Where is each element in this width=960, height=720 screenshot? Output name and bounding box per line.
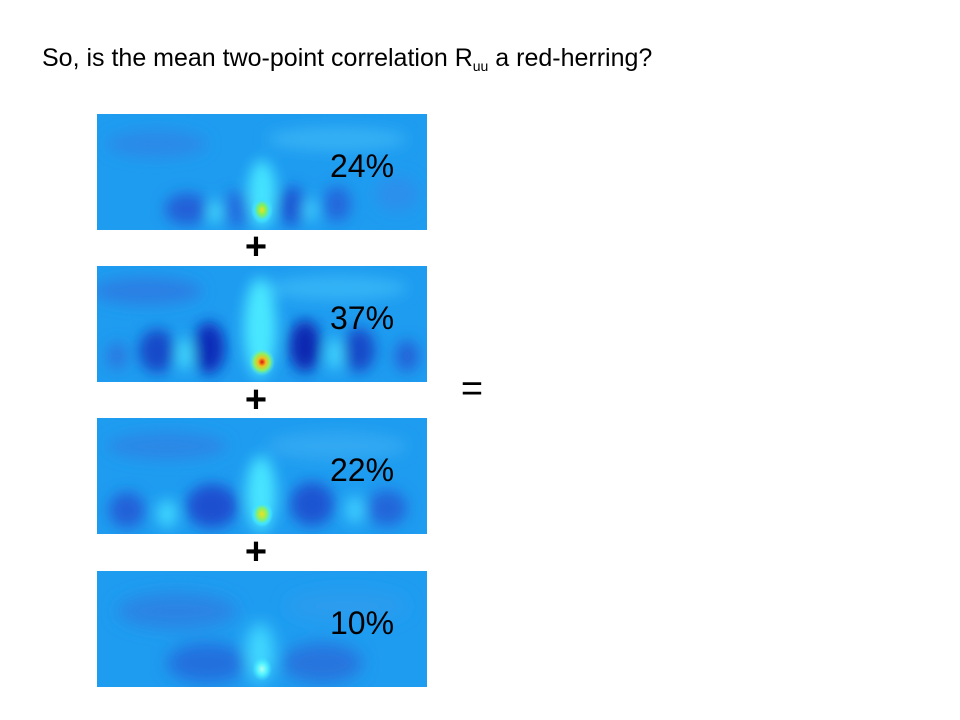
percentage-label-4: 10% [330, 605, 395, 641]
plus-sign-3: + [244, 531, 268, 573]
plus-sign-2: + [244, 379, 268, 421]
title-suffix: a red-herring? [488, 44, 653, 72]
title-subscript: uu [472, 58, 489, 74]
correlation-map-3: 22% [97, 418, 427, 534]
correlation-map-2: 37% [97, 266, 427, 382]
correlation-map-4-image [97, 571, 427, 687]
correlation-map-2-image [97, 266, 427, 382]
correlation-map-3-image [97, 418, 427, 534]
title-prefix: So, is the mean two-point correlation R [42, 44, 473, 72]
plus-sign-1: + [244, 226, 268, 268]
correlation-map-1-image [97, 114, 427, 230]
slide-title: So, is the mean two-point correlation Ru… [42, 41, 652, 75]
correlation-map-4: 10% [97, 571, 427, 687]
percentage-label-2: 37% [330, 300, 395, 336]
equals-sign: = [460, 368, 484, 410]
correlation-map-1: 24% [97, 114, 427, 230]
percentage-label-3: 22% [330, 452, 395, 488]
percentage-label-1: 24% [330, 148, 395, 184]
